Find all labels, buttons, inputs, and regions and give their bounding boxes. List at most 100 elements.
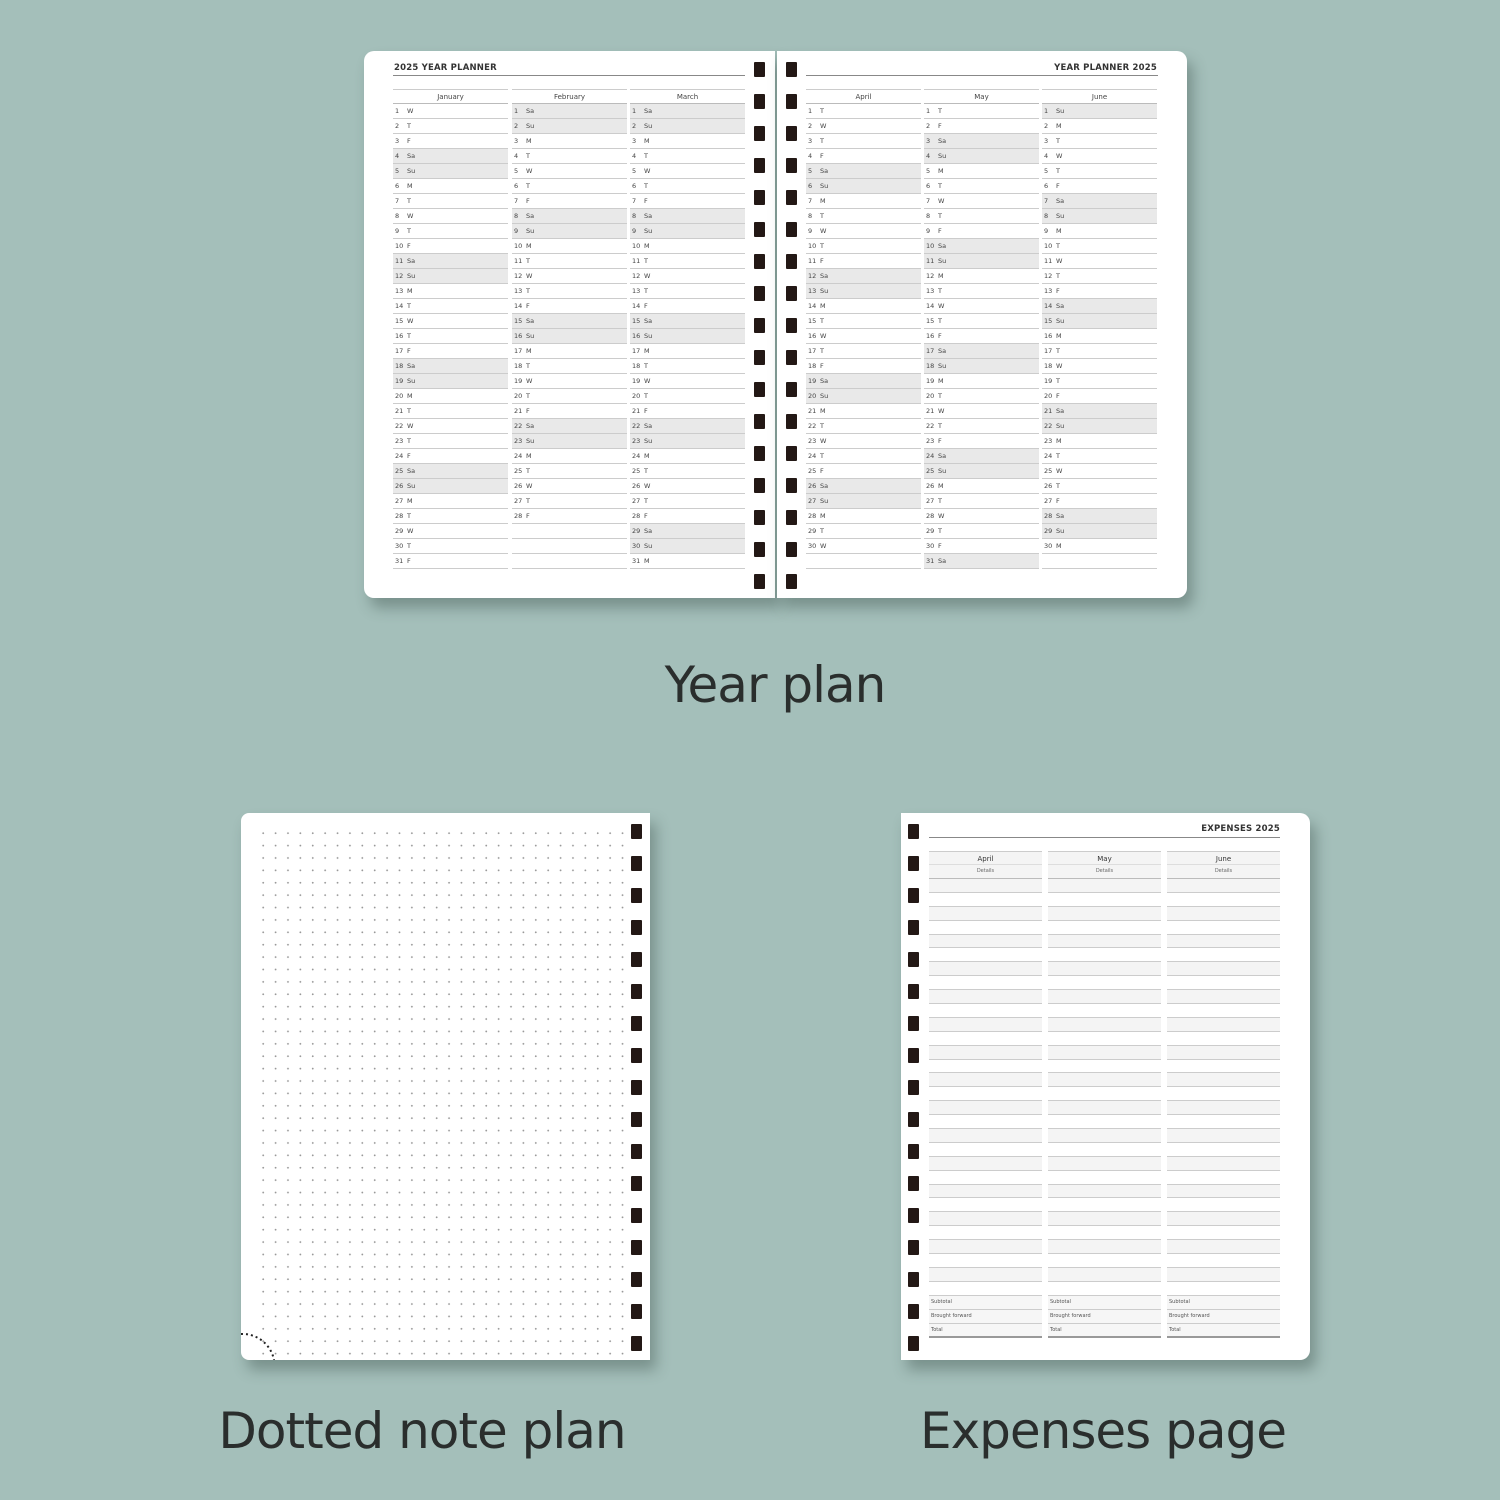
expense-row[interactable] [1167, 1087, 1280, 1102]
expense-row[interactable] [1167, 921, 1280, 935]
expense-row[interactable] [929, 1267, 1042, 1282]
expense-row[interactable] [1048, 1004, 1161, 1018]
expense-row[interactable] [929, 934, 1042, 949]
expense-row[interactable] [1048, 1129, 1161, 1143]
expense-row[interactable] [1048, 1073, 1161, 1088]
expense-row[interactable] [1048, 1240, 1161, 1255]
expense-row[interactable] [1167, 1129, 1280, 1143]
expense-row[interactable] [1048, 893, 1161, 907]
expense-row[interactable] [1167, 1032, 1280, 1046]
expense-row[interactable] [1167, 1115, 1280, 1130]
expense-row[interactable] [1167, 1060, 1280, 1074]
expense-row[interactable] [1167, 990, 1280, 1005]
expense-row[interactable] [1048, 976, 1161, 991]
expense-row[interactable] [1167, 948, 1280, 963]
expense-row[interactable] [1048, 1143, 1161, 1157]
expense-row[interactable] [1167, 1004, 1280, 1018]
expense-row[interactable] [929, 1045, 1042, 1060]
expense-row[interactable] [1048, 1156, 1161, 1171]
expense-row[interactable] [1048, 1282, 1161, 1296]
expense-row[interactable] [929, 1073, 1042, 1088]
expense-row[interactable] [1048, 1198, 1161, 1213]
expense-row[interactable] [1167, 962, 1280, 977]
expense-row[interactable] [1048, 962, 1161, 977]
expense-row[interactable] [929, 1156, 1042, 1171]
expense-row[interactable] [929, 976, 1042, 991]
empty-row [512, 524, 627, 539]
expense-row[interactable] [1048, 1171, 1161, 1185]
expense-row[interactable] [929, 1226, 1042, 1241]
expense-row[interactable] [929, 906, 1042, 921]
spiral-ring [908, 952, 919, 967]
expense-row[interactable] [1048, 1060, 1161, 1074]
expense-row[interactable] [929, 1143, 1042, 1157]
expense-row[interactable] [1167, 1101, 1280, 1116]
expense-row[interactable] [1048, 1087, 1161, 1102]
expense-row[interactable] [1048, 1254, 1161, 1268]
expense-row[interactable] [929, 990, 1042, 1005]
expense-row[interactable] [929, 1212, 1042, 1227]
expense-row[interactable] [1167, 1240, 1280, 1255]
expense-row[interactable] [1048, 921, 1161, 935]
expense-row[interactable] [1167, 1254, 1280, 1268]
expense-row[interactable] [1167, 1156, 1280, 1171]
expense-row[interactable] [1048, 1101, 1161, 1116]
expense-column: May Details Subtotal Brought forward Total [1048, 851, 1161, 1338]
expense-row[interactable] [929, 962, 1042, 977]
expense-row[interactable] [1048, 934, 1161, 949]
expense-row[interactable] [1167, 1143, 1280, 1157]
expense-row[interactable] [1167, 1212, 1280, 1227]
expense-row[interactable] [929, 1004, 1042, 1018]
expense-row[interactable] [1167, 893, 1280, 907]
expense-row[interactable] [929, 1198, 1042, 1213]
spiral-ring [754, 350, 765, 365]
expense-row[interactable] [1167, 1282, 1280, 1296]
spiral-ring [754, 190, 765, 205]
expense-row[interactable] [1167, 1045, 1280, 1060]
expense-row[interactable] [1167, 934, 1280, 949]
expense-row[interactable] [1048, 1267, 1161, 1282]
day-row: 15 Sa [512, 314, 627, 329]
expense-row[interactable] [1048, 906, 1161, 921]
expense-row[interactable] [929, 1171, 1042, 1185]
expense-row[interactable] [1048, 879, 1161, 893]
expense-row[interactable] [1167, 1017, 1280, 1032]
expense-row[interactable] [929, 1184, 1042, 1199]
expense-row[interactable] [929, 1087, 1042, 1102]
expense-row[interactable] [1048, 1045, 1161, 1060]
expense-row[interactable] [1167, 1267, 1280, 1282]
expense-row[interactable] [1048, 1226, 1161, 1241]
expense-row[interactable] [1167, 1226, 1280, 1241]
expense-row[interactable] [929, 1101, 1042, 1116]
expense-row[interactable] [1048, 1212, 1161, 1227]
expense-row[interactable] [1167, 1198, 1280, 1213]
expense-row[interactable] [1167, 1184, 1280, 1199]
expense-row[interactable] [1167, 1073, 1280, 1088]
expense-row[interactable] [929, 1115, 1042, 1130]
expense-row[interactable] [929, 1240, 1042, 1255]
expense-row[interactable] [929, 921, 1042, 935]
expense-row[interactable] [1167, 906, 1280, 921]
expense-row[interactable] [929, 893, 1042, 907]
weekday: W [407, 212, 414, 220]
expense-row[interactable] [1167, 879, 1280, 893]
day-row: 27 T [512, 494, 627, 509]
expense-row[interactable] [1048, 1032, 1161, 1046]
expense-row[interactable] [1048, 990, 1161, 1005]
expense-row[interactable] [929, 1032, 1042, 1046]
expense-row[interactable] [929, 1060, 1042, 1074]
expense-row[interactable] [929, 1017, 1042, 1032]
expense-row[interactable] [1048, 1184, 1161, 1199]
expense-row[interactable] [1167, 1171, 1280, 1185]
expense-row[interactable] [1048, 948, 1161, 963]
expense-row[interactable] [929, 948, 1042, 963]
expense-row[interactable] [929, 1254, 1042, 1268]
expense-row[interactable] [1048, 1115, 1161, 1130]
expense-row[interactable] [929, 1282, 1042, 1296]
expense-row[interactable] [1167, 976, 1280, 991]
expense-row[interactable] [1048, 1017, 1161, 1032]
expense-row[interactable] [929, 879, 1042, 893]
expense-row[interactable] [929, 1129, 1042, 1143]
